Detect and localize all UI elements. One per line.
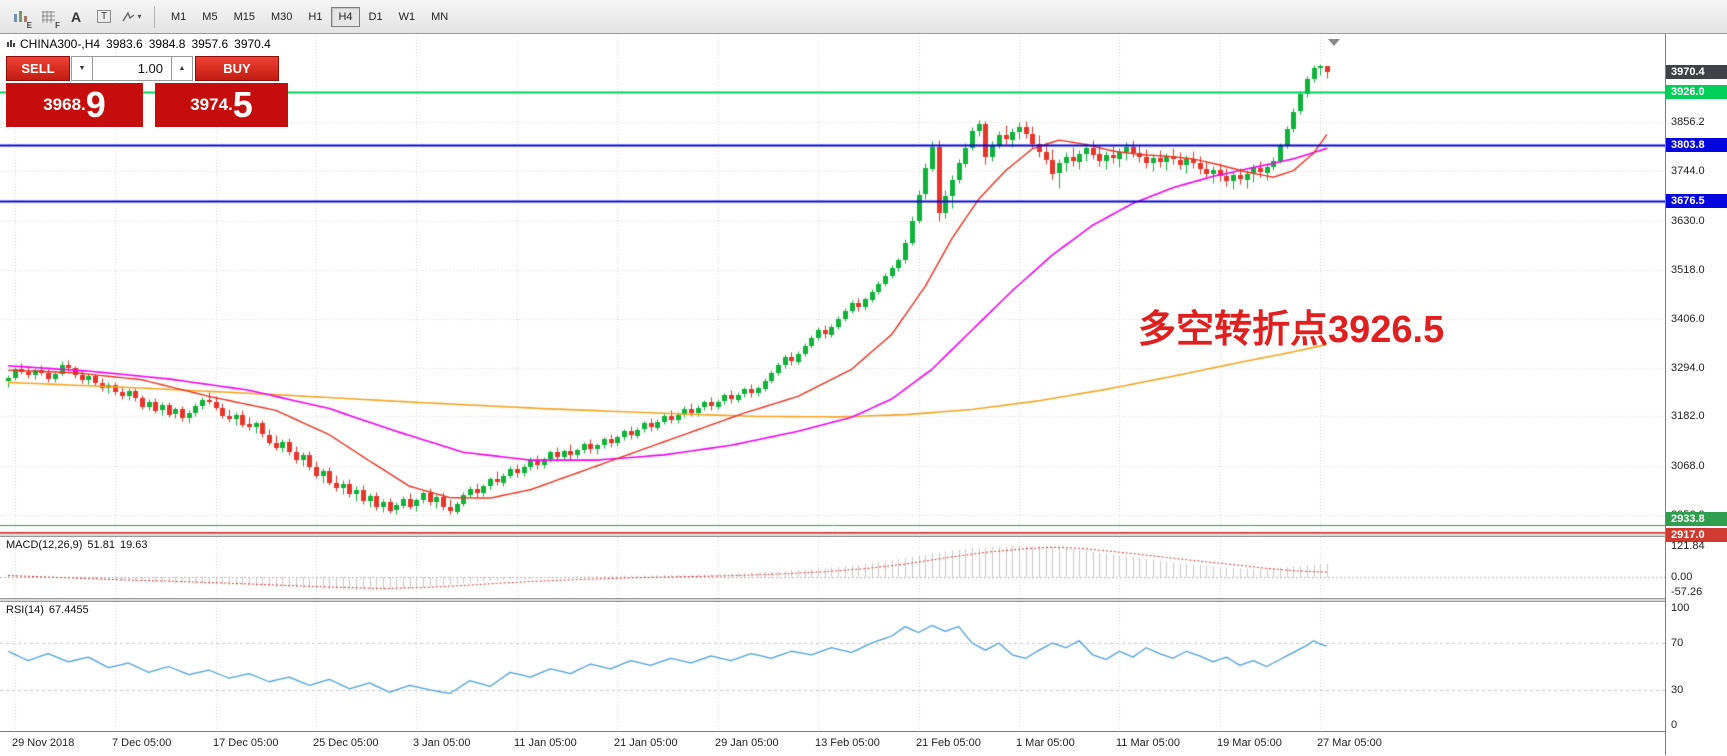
textbox-icon: T bbox=[96, 10, 112, 23]
macd-signal-value: 19.63 bbox=[119, 539, 148, 551]
one-click-trading-panel: SELL ▼ ▲ BUY 3968.9 3974.5 bbox=[6, 56, 292, 127]
ohlc-open: 3983.6 bbox=[106, 37, 143, 51]
time-axis-label: 3 Jan 05:00 bbox=[413, 737, 471, 749]
rsi-pane: RSI(14) 67.4455 bbox=[0, 602, 1665, 731]
time-axis-label: 7 Dec 05:00 bbox=[112, 737, 172, 749]
time-axis-label: 1 Mar 05:00 bbox=[1016, 737, 1075, 749]
time-axis-label: 27 Mar 05:00 bbox=[1317, 737, 1382, 749]
macd-indicator-name: MACD(12,26,9) bbox=[6, 539, 83, 551]
blue-line-lower-price-tag: 3676.5 bbox=[1666, 194, 1727, 208]
rsi-scale-label: 100 bbox=[1671, 602, 1690, 614]
buy-price-display[interactable]: 3974. 5 bbox=[155, 83, 288, 127]
chevron-down-icon: ▾ bbox=[137, 12, 142, 21]
price-scale-label: 3630.0 bbox=[1671, 215, 1705, 227]
volume-decrease-button[interactable]: ▼ bbox=[71, 56, 93, 81]
mac d-pane: MACD(12,26,9) 51.81 19.63 bbox=[0, 537, 1665, 598]
ohlc-low: 3957.6 bbox=[191, 37, 229, 51]
timeframe-button-d1[interactable]: D1 bbox=[362, 7, 390, 27]
trendline-cursor-icon bbox=[122, 10, 135, 21]
ohlc-close: 3970.4 bbox=[234, 37, 271, 51]
macd-scale-label: 0.00 bbox=[1671, 571, 1693, 583]
rsi-value: 67.4455 bbox=[48, 604, 89, 616]
sell-price-big-digit: 9 bbox=[85, 84, 106, 125]
pane-separator[interactable] bbox=[0, 533, 1665, 537]
green-line-price-tag: 3926.0 bbox=[1666, 85, 1727, 99]
price-scale-label: 3406.0 bbox=[1671, 313, 1705, 325]
sell-price-main: 3968. bbox=[43, 95, 86, 114]
buy-button[interactable]: BUY bbox=[195, 56, 279, 81]
time-axis-label: 21 Jan 05:00 bbox=[614, 737, 678, 749]
script-grid-tool-button[interactable]: F bbox=[34, 4, 62, 30]
macd-main-value: 51.81 bbox=[87, 539, 115, 551]
sell-price-display[interactable]: 3968. 9 bbox=[6, 83, 143, 127]
time-axis-label: 29 Jan 05:00 bbox=[715, 737, 779, 749]
main-chart-pane: CHINA300-,H4 3983.6 3984.8 3957.6 3970.4… bbox=[0, 34, 1665, 533]
time-axis-label: 13 Feb 05:00 bbox=[815, 737, 880, 749]
macd-label: MACD(12,26,9) 51.81 19.63 bbox=[6, 539, 152, 551]
chart-symbol-period: CHINA300-,H4 bbox=[20, 37, 101, 51]
mini-chart-icon bbox=[13, 11, 27, 22]
time-axis-label: 11 Mar 05:00 bbox=[1116, 737, 1181, 749]
rsi-scale-label: 30 bbox=[1671, 684, 1684, 696]
rsi-scale-label: 70 bbox=[1671, 637, 1684, 649]
text-tool-icon: A bbox=[70, 8, 82, 25]
timeframe-button-m30[interactable]: M30 bbox=[264, 7, 299, 27]
toolbar-separator bbox=[154, 5, 155, 28]
rsi-indicator-name: RSI(14) bbox=[6, 604, 44, 616]
text-label-tool-button[interactable]: T bbox=[90, 4, 118, 30]
green-line-bottom-price-tag: 2933.8 bbox=[1666, 512, 1727, 526]
pane-separator[interactable] bbox=[0, 598, 1665, 602]
tool-sub-label: F bbox=[55, 20, 60, 30]
timeframe-button-h1[interactable]: H1 bbox=[301, 7, 329, 27]
ohlc-high: 3984.8 bbox=[148, 37, 186, 51]
timeframe-button-w1[interactable]: W1 bbox=[392, 7, 423, 27]
timeframe-button-mn[interactable]: MN bbox=[424, 7, 455, 27]
text-tool-button[interactable]: A bbox=[62, 4, 90, 30]
timeframe-button-m1[interactable]: M1 bbox=[164, 7, 193, 27]
rsi-label: RSI(14) 67.4455 bbox=[6, 604, 94, 616]
macd-scale-label: 121.84 bbox=[1671, 540, 1705, 552]
current-price-tag: 3970.4 bbox=[1666, 65, 1727, 79]
time-axis-label: 29 Nov 2018 bbox=[12, 737, 75, 749]
buy-price-big-digit: 5 bbox=[232, 84, 253, 125]
timeframe-button-m15[interactable]: M15 bbox=[227, 7, 262, 27]
price-scale-label: 3068.0 bbox=[1671, 460, 1705, 472]
price-scale-label: 3182.0 bbox=[1671, 410, 1705, 422]
macd-scale-label: -57.26 bbox=[1671, 586, 1703, 598]
time-axis-label: 19 Mar 05:00 bbox=[1217, 737, 1282, 749]
chart-window: CHINA300-,H4 3983.6 3984.8 3957.6 3970.4… bbox=[0, 34, 1727, 756]
blue-line-upper-price-tag: 3803.8 bbox=[1666, 138, 1727, 152]
price-scale-label: 3856.2 bbox=[1671, 116, 1705, 128]
timeframe-group: M1 M5 M15 M30 H1 H4 D1 W1 MN bbox=[163, 6, 456, 27]
toolbar: E F A T ▾ M1 M5 M15 M30 H1 H4 D1 W1 MN bbox=[0, 0, 1727, 34]
timeframe-button-h4[interactable]: H4 bbox=[331, 6, 360, 27]
price-axis[interactable]: 3856.2 3744.0 3630.0 3518.0 3406.0 3294.0 3182… bbox=[1665, 34, 1727, 755]
sell-button[interactable]: SELL bbox=[6, 56, 70, 81]
chart-header: CHINA300-,H4 3983.6 3984.8 3957.6 3970.4 bbox=[6, 37, 277, 51]
volume-increase-button[interactable]: ▲ bbox=[171, 56, 193, 81]
timeframe-button-m5[interactable]: M5 bbox=[195, 7, 224, 27]
price-scale-label: 3518.0 bbox=[1671, 264, 1705, 276]
rsi-canvas[interactable] bbox=[0, 602, 1665, 731]
time-axis-label: 25 Dec 05:00 bbox=[313, 737, 379, 749]
time-axis[interactable]: 29 Nov 2018 7 Dec 05:00 17 Dec 05:00 25 Dec… bbox=[0, 731, 1665, 755]
time-axis-label: 11 Jan 05:00 bbox=[514, 737, 577, 749]
chart-annotation-text: 多空转折点3926.5 bbox=[1138, 309, 1445, 351]
time-axis-label: 17 Dec 05:00 bbox=[213, 737, 279, 749]
chart-shift-marker-icon[interactable] bbox=[1328, 39, 1340, 46]
price-scale-label: 3294.0 bbox=[1671, 362, 1705, 374]
macd-canvas[interactable] bbox=[0, 537, 1665, 598]
volume-input[interactable] bbox=[93, 56, 171, 81]
chart-symbol-icon bbox=[7, 40, 15, 47]
grid-icon bbox=[41, 10, 55, 23]
red-line-bottom-price-tag: 2917.0 bbox=[1666, 528, 1727, 542]
time-axis-label: 21 Feb 05:00 bbox=[916, 737, 981, 749]
price-scale-label: 3744.0 bbox=[1671, 165, 1705, 177]
rsi-scale-label: 0 bbox=[1671, 719, 1678, 731]
tool-sub-label: E bbox=[26, 20, 32, 30]
expert-chart-tool-button[interactable]: E bbox=[6, 4, 34, 30]
drawing-tools-dropdown-button[interactable]: ▾ bbox=[118, 4, 146, 30]
buy-price-main: 3974. bbox=[190, 95, 233, 114]
